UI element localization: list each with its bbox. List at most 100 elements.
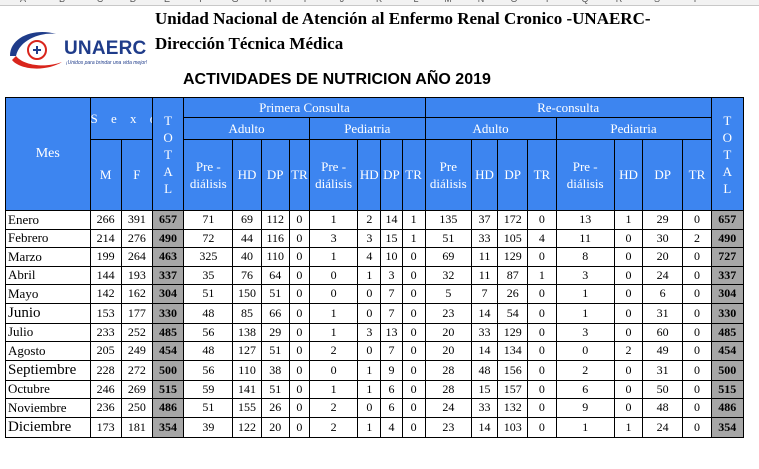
column-letter: I	[300, 0, 310, 4]
cell-r-a-hd: 11	[470, 247, 499, 267]
cell-p-p-dp: 14	[380, 210, 403, 230]
cell-p-p-dp: 9	[380, 359, 403, 381]
cell-p-p-tr: 0	[401, 247, 426, 267]
header-p-a-pre: Pre - diálisis	[183, 139, 234, 211]
cell-p-a-tr: 0	[288, 302, 310, 324]
table-row: Noviembre 236 250 486 51 155 26 0 2 0 6 0 24 33 132 0 9 0…	[5, 398, 745, 418]
cell-r-p-tr: 0	[682, 247, 712, 267]
cell-p-p-hd: 1	[357, 416, 382, 438]
cell-p-p-dp: 6	[380, 398, 403, 418]
cell-total2: 657	[710, 210, 745, 230]
cell-p-a-tr: 0	[288, 284, 310, 304]
cell-r-a-hd: 15	[470, 379, 499, 399]
cell-p-p-tr: 0	[401, 398, 426, 418]
cell-p-p-hd: 0	[357, 341, 382, 361]
cell-p-a-dp: 112	[260, 210, 290, 230]
cell-m: 144	[89, 265, 122, 285]
cell-p-a-hd: 76	[232, 265, 262, 285]
header-p-a-tr: TR	[288, 139, 310, 211]
cell-p-a-hd: 122	[232, 416, 262, 438]
cell-p-p-pre: 3	[308, 228, 359, 248]
cell-p-a-hd: 40	[232, 247, 262, 267]
header-r-p-hd: HD	[613, 139, 644, 211]
cell-p-p-hd: 0	[357, 302, 382, 324]
cell-r-a-pre: 32	[424, 265, 472, 285]
cell-m: 228	[89, 359, 122, 381]
cell-r-a-tr: 0	[527, 284, 557, 304]
cell-total2: 490	[710, 228, 745, 248]
cell-p-p-tr: 0	[401, 302, 426, 324]
cell-r-a-dp: 26	[497, 284, 529, 304]
header-primera-consulta: Primera Consulta	[183, 97, 426, 118]
cell-total: 330	[151, 302, 185, 324]
cell-f: 162	[120, 284, 153, 304]
cell-r-p-dp: 30	[642, 228, 684, 248]
cell-r-a-tr: 0	[527, 359, 557, 381]
column-letter: R	[614, 0, 624, 4]
cell-p-a-dp: 38	[260, 359, 290, 381]
kidney-swoosh-icon	[10, 32, 62, 69]
cell-r-a-tr: 0	[527, 398, 557, 418]
header-p-a-hd: HD	[232, 139, 262, 211]
cell-p-a-hd: 85	[232, 302, 262, 324]
cell-r-a-pre: 135	[424, 210, 472, 230]
cell-p-p-hd: 3	[357, 228, 382, 248]
cell-p-a-dp: 51	[260, 284, 290, 304]
cell-total2: 515	[710, 379, 745, 399]
cell-p-a-hd: 150	[232, 284, 262, 304]
cell-p-a-tr: 0	[288, 359, 310, 381]
cell-p-p-dp: 6	[380, 379, 403, 399]
cell-total: 354	[151, 416, 185, 438]
logo-brand-text: UNAERC	[64, 38, 147, 59]
cell-p-a-dp: 110	[260, 247, 290, 267]
column-letter: J	[337, 0, 347, 4]
cell-r-a-tr: 0	[527, 302, 557, 324]
cell-p-p-pre: 1	[308, 247, 359, 267]
cell-r-a-pre: 28	[424, 379, 472, 399]
cell-p-a-dp: 26	[260, 398, 290, 418]
cell-p-p-tr: 0	[401, 359, 426, 381]
cell-total: 500	[151, 359, 185, 381]
cell-p-a-hd: 110	[232, 359, 262, 381]
header-re-adulto: Adulto	[424, 117, 557, 140]
column-letter: D	[128, 0, 138, 4]
cell-p-a-tr: 0	[288, 398, 310, 418]
column-header-strip: A B C D E F G H I J K L M N O P Q R S T	[0, 0, 759, 6]
cell-r-a-hd: 48	[470, 359, 499, 381]
column-letter: T	[690, 0, 700, 4]
month-cell: Noviembre	[5, 398, 91, 418]
cell-r-p-tr: 0	[682, 210, 712, 230]
cell-p-p-hd: 4	[357, 247, 382, 267]
cell-p-p-pre: 0	[308, 265, 359, 285]
cell-m: 236	[89, 398, 122, 418]
cell-r-a-hd: 37	[470, 210, 499, 230]
cell-r-p-pre: 3	[555, 322, 615, 342]
cell-r-a-dp: 172	[497, 210, 529, 230]
cell-p-p-tr: 0	[401, 322, 426, 342]
cell-r-a-tr: 0	[527, 322, 557, 342]
table-row: Febrero 214 276 490 72 44 116 0 3 3 15 1 51 33 105 4 11 0…	[5, 228, 745, 248]
cell-p-p-dp: 4	[380, 416, 403, 438]
cell-r-p-tr: 0	[682, 359, 712, 381]
cell-p-a-hd: 155	[232, 398, 262, 418]
cell-p-a-tr: 0	[288, 247, 310, 267]
cell-p-a-dp: 51	[260, 341, 290, 361]
column-letter: G	[230, 0, 240, 4]
cell-p-p-dp: 7	[380, 284, 403, 304]
cell-total: 515	[151, 379, 185, 399]
cell-p-a-hd: 138	[232, 322, 262, 342]
cell-r-a-tr: 0	[527, 210, 557, 230]
cell-r-p-dp: 24	[642, 265, 684, 285]
header-r-p-dp: DP	[642, 139, 684, 211]
cell-r-a-tr: 0	[527, 379, 557, 399]
month-cell: Enero	[5, 210, 91, 230]
cell-r-p-pre: 9	[555, 398, 615, 418]
cell-p-p-hd: 0	[357, 398, 382, 418]
cell-r-a-dp: 157	[497, 379, 529, 399]
cell-total2: 485	[710, 322, 745, 342]
cell-r-a-pre: 23	[424, 416, 472, 438]
cell-total2: 354	[710, 416, 745, 438]
cell-p-p-hd: 1	[357, 265, 382, 285]
